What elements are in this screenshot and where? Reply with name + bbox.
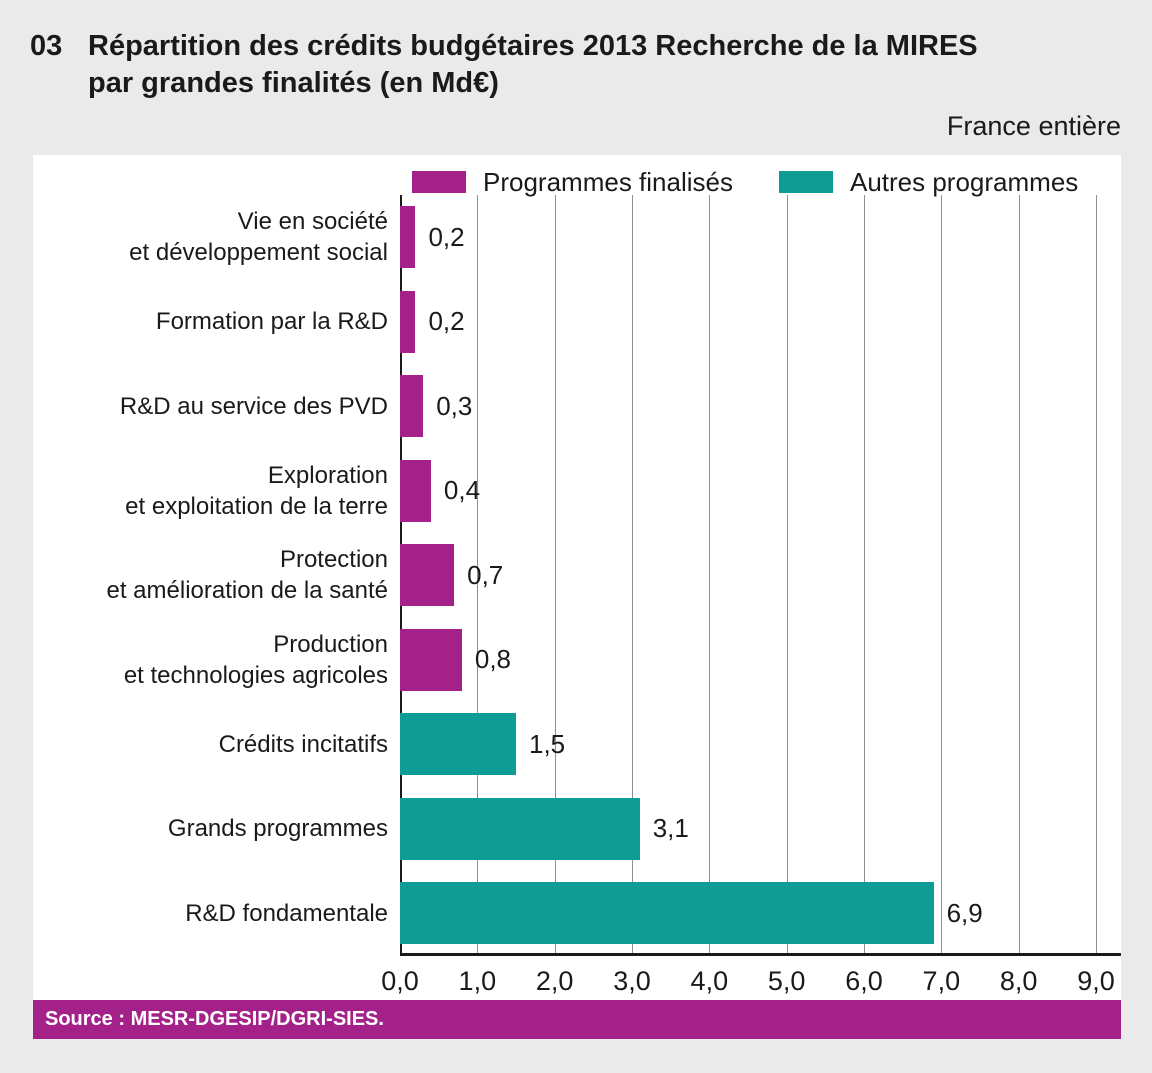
bar	[400, 290, 416, 353]
chart-row: R&D au service des PVD 0,3	[33, 364, 1121, 449]
category-label: R&D fondamentale	[185, 899, 388, 927]
x-tick-label: 5,0	[767, 965, 806, 996]
x-tick-label: 7,0	[922, 965, 961, 996]
legend-label: Autres programmes	[849, 166, 1079, 197]
x-axis-ticks: 0,0 1,0 2,0 3,0 4,0 5,0 6,0 7,0 8,0 9,0	[381, 956, 1121, 1000]
bar-cell: 0,7	[400, 533, 1121, 618]
x-tick-label: 9,0	[1077, 965, 1115, 996]
category-label: Grands programmes	[167, 815, 388, 843]
chart-row: Formation par la R&D 0,2	[33, 280, 1121, 365]
bar	[400, 206, 416, 269]
x-tick-label: 3,0	[613, 965, 651, 996]
figure-number: 03	[30, 30, 63, 62]
chart-row: R&D fondamentale 6,9	[33, 871, 1121, 956]
bar-cell: 0,4	[400, 449, 1121, 534]
bar-value-label: 0,2	[428, 306, 465, 337]
source-bar: Source : MESR-DGESIP/DGRI-SIES.	[33, 1000, 1121, 1039]
category-label: Protection et amélioration de la santé	[106, 546, 388, 605]
chart-row: Vie en société et développement social 0,2	[33, 195, 1121, 280]
title-line-1: Répartition des crédits budgétaires 2013…	[88, 30, 978, 62]
category-label: R&D au service des PVD	[119, 392, 388, 420]
gridline	[864, 195, 865, 953]
chart-row: Crédits incitatifs 1,5	[33, 702, 1121, 787]
category-label: Formation par la R&D	[155, 308, 388, 336]
bar-value-label: 0,2	[428, 221, 465, 252]
x-tick-label: 8,0	[999, 965, 1038, 996]
bar-cell: 6,9	[400, 871, 1121, 956]
bar-value-label: 0,4	[443, 475, 481, 506]
bar-cell: 3,1	[400, 787, 1121, 872]
bar-cell: 0,3	[400, 364, 1121, 449]
title-line-2: par grandes finalités (en Md€)	[88, 67, 499, 99]
region-note: France entière	[946, 111, 1121, 141]
gridline	[941, 195, 943, 953]
category-label: Crédits incitatifs	[218, 730, 388, 758]
category-label: Vie en société et développement social	[129, 208, 388, 267]
bar-cell: 0,8	[400, 618, 1121, 703]
bar-value-label: 6,9	[946, 897, 983, 928]
legend-swatch-teal	[778, 171, 833, 193]
chart-header: 03 Répartition des crédits budgétaires 2…	[0, 0, 1152, 102]
gridline	[1096, 195, 1097, 953]
legend-swatch-magenta	[412, 171, 466, 193]
chart-row: Exploration et exploitation de la terre 0,…	[33, 449, 1121, 534]
legend: Programmes finalisés Autres programmes	[412, 155, 1121, 198]
gridline	[477, 195, 479, 953]
x-tick-label: 2,0	[535, 965, 574, 996]
bar	[400, 628, 462, 691]
bar	[400, 713, 516, 776]
legend-label: Programmes finalisés	[483, 166, 733, 197]
bar-value-label: 0,8	[474, 644, 512, 675]
bar	[400, 459, 431, 522]
x-tick-label: 1,0	[458, 965, 497, 996]
bar-value-label: 3,1	[652, 813, 689, 844]
bar-cell: 0,2	[400, 280, 1121, 365]
gridline	[554, 195, 556, 953]
bar-cell: 0,2	[400, 195, 1121, 280]
bar	[400, 544, 455, 607]
chart-row: Production et technologies agricoles 0,8	[33, 618, 1121, 703]
x-tick-label: 0,0	[381, 965, 419, 996]
chart-panel: Programmes finalisés Autres programmes V…	[33, 155, 1121, 1000]
gridline	[709, 195, 711, 953]
category-label: Exploration et exploitation de la terre	[125, 461, 388, 520]
bar-chart: Vie en société et développement social 0,2…	[33, 195, 1121, 956]
bar-value-label: 0,3	[436, 390, 473, 421]
bar	[400, 797, 640, 860]
bar-cell: 1,5	[400, 702, 1121, 787]
legend-item-programmes-finalises: Programmes finalisés	[412, 167, 733, 198]
category-label: Production et technologies agricoles	[123, 630, 388, 689]
page-title: Répartition des crédits budgétaires 2013…	[88, 28, 978, 102]
bar	[400, 375, 424, 438]
legend-item-autres-programmes: Autres programmes	[778, 166, 1079, 198]
chart-row: Grands programmes 3,1	[33, 787, 1121, 872]
source-text: Source : MESR-DGESIP/DGRI-SIES.	[45, 1008, 384, 1030]
gridline	[632, 195, 633, 953]
bar	[400, 882, 934, 945]
bar-value-label: 0,7	[467, 559, 504, 590]
gridline	[1018, 195, 1020, 953]
gridline	[786, 195, 788, 953]
x-tick-label: 4,0	[690, 965, 729, 996]
bar-value-label: 1,5	[529, 728, 566, 759]
chart-row: Protection et amélioration de la santé 0,7	[33, 533, 1121, 618]
x-tick-label: 6,0	[845, 965, 883, 996]
